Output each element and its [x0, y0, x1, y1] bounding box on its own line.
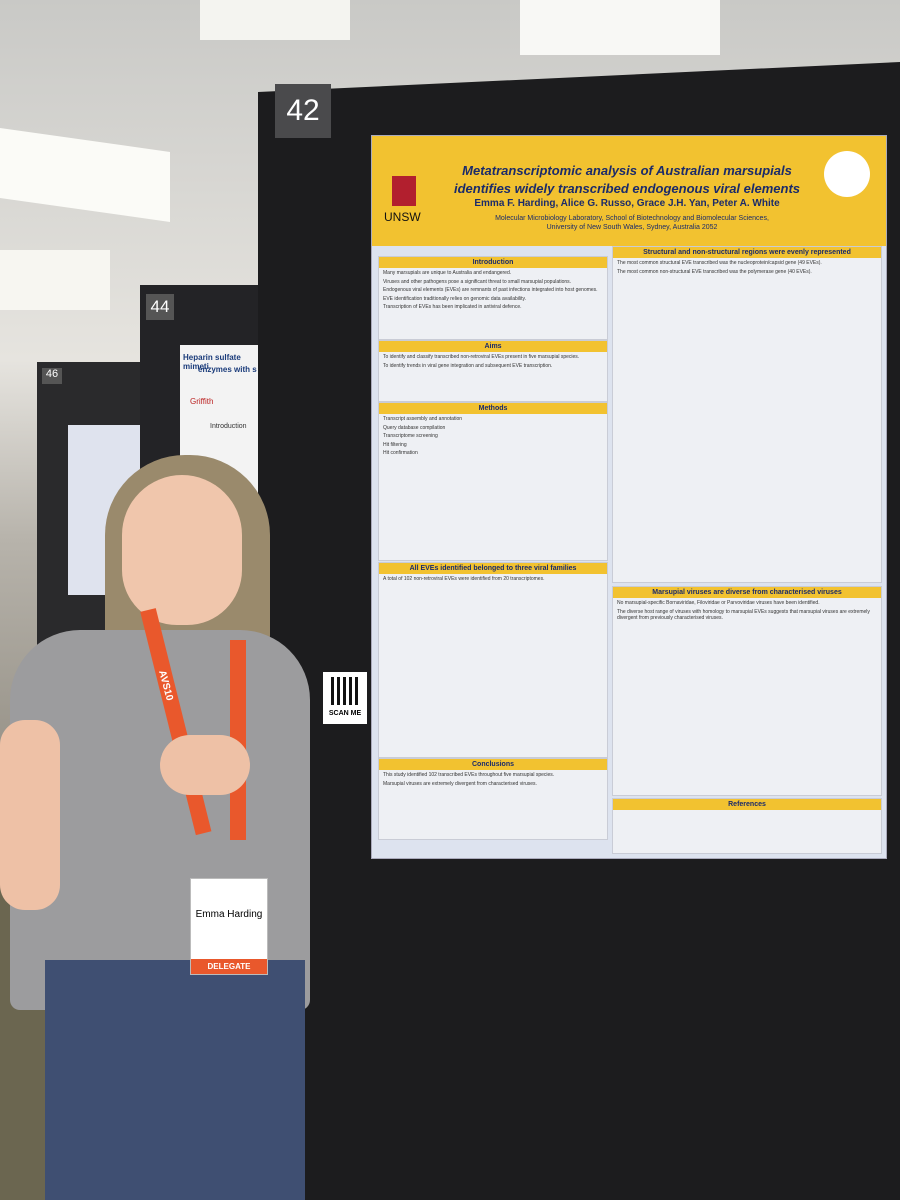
lab-logo — [824, 151, 870, 197]
affiliation: Molecular Microbiology Laboratory, Schoo… — [495, 215, 769, 232]
badge: Emma Harding DELEGATE — [190, 878, 268, 975]
qr-label: SCAN ME — [328, 710, 362, 717]
section-heading: Introduction — [379, 257, 607, 268]
section-text: A total of 102 non-retroviral EVEs were … — [383, 576, 545, 582]
section-text: EVE identification traditionally relies … — [383, 295, 527, 302]
section-text: The diverse host range of viruses with h… — [617, 608, 870, 622]
ceiling-light — [0, 128, 170, 222]
ceiling-light — [200, 0, 350, 40]
section-heading: Marsupial viruses are diverse from chara… — [613, 587, 881, 598]
crest — [392, 176, 416, 206]
section-heading: Aims — [379, 341, 607, 352]
poster-section: Marsupial viruses are diverse from chara… — [612, 586, 882, 796]
section-text: The most common structural EVE transcrib… — [617, 260, 822, 266]
section-text: Transcript assembly and annotation — [383, 416, 463, 422]
section-heading: Introduction — [210, 423, 247, 430]
logo: Griffith — [190, 397, 214, 406]
section-text: Endogenous viral elements (EVEs) are rem… — [383, 287, 598, 293]
poster-section: Aims To identify and classify transcribed… — [378, 340, 608, 402]
section-text: Transcriptome screening — [383, 433, 438, 439]
poster-section: All EVEs identified belonged to three vi… — [378, 562, 608, 758]
section-text: No marsupial-specific Bornaviridae, Filo… — [617, 600, 820, 606]
poster-title: Heparin sulfate mimeti — [183, 353, 241, 371]
poster-section: Introduction Many marsupials are unique t… — [378, 256, 608, 340]
board-number: 42 — [275, 84, 331, 138]
poster-title: enzymes with s — [198, 365, 257, 374]
section-text: Hit filtering — [383, 441, 407, 448]
ceiling-light — [520, 0, 720, 55]
poster-section: Structural and non-structural regions we… — [612, 246, 882, 583]
section-text: To identify and classify transcribed non… — [383, 354, 580, 360]
logo: UNSW — [384, 210, 421, 224]
ceiling-light — [0, 250, 110, 310]
poster: UNSW Metatranscriptomic analysis of Aust… — [371, 135, 887, 859]
badge-role: DELEGATE — [191, 959, 267, 974]
hand — [160, 735, 250, 795]
section-text: The most common non-structural EVE trans… — [617, 268, 812, 275]
section-text: Many marsupials are unique to Australia … — [383, 270, 512, 276]
section-text: Marsupial viruses are extremely divergen… — [383, 780, 537, 787]
section-heading: Methods — [379, 403, 607, 414]
poster-section: Methods Transcript assembly and annotatio… — [378, 402, 608, 561]
poster-header — [372, 136, 886, 246]
board-number: 44 — [146, 294, 174, 320]
section-heading: Structural and non-structural regions we… — [613, 247, 881, 258]
section-text: Hit confirmation — [383, 450, 418, 456]
section-heading: All EVEs identified belonged to three vi… — [379, 563, 607, 574]
section-text: Transcription of EVEs has been implicate… — [383, 304, 522, 310]
face — [122, 475, 242, 625]
section-heading: References — [613, 799, 881, 810]
section-text: To identify trends in viral gene integra… — [383, 362, 553, 369]
section-text: Query database compilation — [383, 424, 446, 431]
jeans — [45, 960, 305, 1200]
poster-section: References — [612, 798, 882, 854]
poster-section: Conclusions This study identified 102 tra… — [378, 758, 608, 840]
section-text: This study identified 102 transcribed EV… — [383, 772, 555, 778]
section-text: Viruses and other pathogens pose a signi… — [383, 278, 572, 285]
authors: Emma F. Harding, Alice G. Russo, Grace J… — [474, 198, 780, 209]
board-number: 46 — [42, 368, 62, 384]
arm — [0, 720, 60, 910]
badge-name: Emma Harding — [195, 909, 263, 920]
qr-pattern — [331, 677, 359, 705]
poster-title: Metatranscriptomic analysis of Australia… — [453, 163, 801, 196]
qr-code: SCAN ME — [323, 672, 367, 724]
section-heading: Conclusions — [379, 759, 607, 770]
